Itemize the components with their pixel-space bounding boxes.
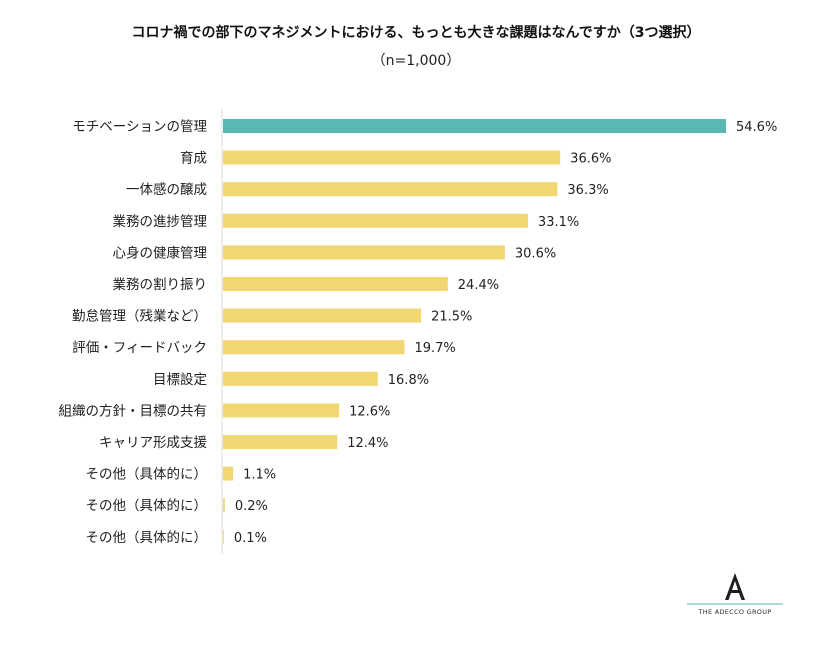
bar-row: 目標設定 16.8% <box>153 371 429 388</box>
value-label: 16.8% <box>388 373 429 388</box>
bar <box>223 213 528 228</box>
value-label: 0.2% <box>235 499 268 514</box>
category-label: 一体感の醸成 <box>126 181 207 198</box>
value-label: 54.6% <box>736 120 777 135</box>
category-label: その他（具体的に） <box>86 467 208 483</box>
value-label: 21.5% <box>431 310 472 325</box>
bar-row: 業務の割り振り 24.4% <box>113 276 500 293</box>
category-label: モチベーションの管理 <box>72 119 207 135</box>
bar-row: その他（具体的に） 1.1% <box>86 466 276 483</box>
bar <box>223 466 234 481</box>
category-label: 勤怠管理（残業など） <box>72 309 207 325</box>
category-label: その他（具体的に） <box>86 530 208 546</box>
category-label: 評価・フィードバック <box>72 340 207 356</box>
value-label: 12.4% <box>347 436 388 451</box>
bar-row: 組織の方針・目標の共有 12.6% <box>59 403 390 419</box>
bar-row: 一体感の醸成 36.3% <box>126 181 609 198</box>
value-label: 36.3% <box>567 183 608 198</box>
bar <box>223 119 726 133</box>
bar-row: キャリア形成支援 12.4% <box>99 435 389 451</box>
logo-text: THE ADECCO GROUP <box>698 608 772 616</box>
category-label: 組織の方針・目標の共有 <box>59 403 208 419</box>
bar <box>223 340 405 355</box>
bar <box>223 371 378 386</box>
bar-row: モチベーションの管理 54.6% <box>72 119 777 135</box>
chart-title: コロナ禍での部下のマネジメントにおける、もっとも大きな課題はなんですか（3つ選択… <box>131 25 701 41</box>
bar <box>223 403 340 418</box>
adecco-group-logo: THE ADECCO GROUP <box>685 568 785 618</box>
value-label: 0.1% <box>234 531 267 546</box>
bar <box>223 498 225 513</box>
bar <box>223 277 448 291</box>
category-label: 育成 <box>180 151 207 167</box>
value-label: 12.6% <box>349 404 390 419</box>
bar <box>223 435 338 449</box>
bar-row: 心身の健康管理 30.6% <box>113 244 557 261</box>
bar <box>223 245 505 260</box>
bar <box>223 529 224 544</box>
value-label: 24.4% <box>458 278 499 293</box>
adecco-a-logo-icon <box>687 573 783 605</box>
bar-row: 業務の進捗管理 33.1% <box>113 213 579 230</box>
value-label: 30.6% <box>515 246 556 261</box>
bar-row: その他（具体的に） 0.1% <box>86 529 267 546</box>
category-label: 目標設定 <box>153 372 207 388</box>
category-label: 業務の割り振り <box>113 276 208 293</box>
category-label: 心身の健康管理 <box>113 244 208 261</box>
bar-row: その他（具体的に） 0.2% <box>86 498 268 514</box>
bar <box>223 150 561 165</box>
bar <box>223 308 422 323</box>
value-label: 36.6% <box>570 152 611 167</box>
value-label: 33.1% <box>538 215 579 230</box>
category-label: キャリア形成支援 <box>99 435 207 451</box>
bar <box>223 182 558 197</box>
bar-row: 評価・フィードバック 19.7% <box>72 340 456 356</box>
category-label: 業務の進捗管理 <box>113 214 208 230</box>
value-label: 1.1% <box>243 468 276 483</box>
category-label: その他（具体的に） <box>86 498 208 514</box>
chart-subtitle: （n=1,000） <box>371 53 461 69</box>
bar-row: 育成 36.6% <box>180 150 611 167</box>
value-label: 19.7% <box>414 341 455 356</box>
bar-row: 勤怠管理（残業など） 21.5% <box>72 308 472 325</box>
